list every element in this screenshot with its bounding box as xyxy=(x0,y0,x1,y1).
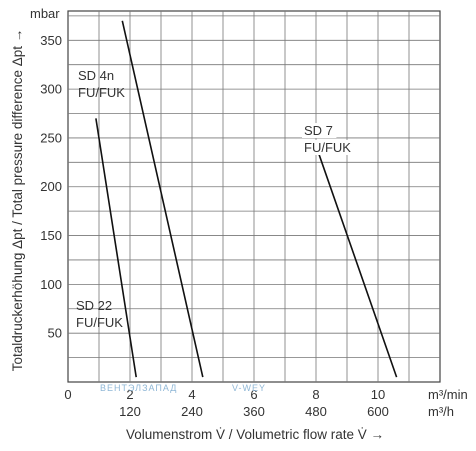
y-tick-label: 100 xyxy=(40,277,62,292)
series-label-2: FU/FUK xyxy=(304,140,351,155)
series-line-1 xyxy=(121,20,204,378)
series-label-1: SD 4n xyxy=(78,68,114,83)
x-unit-primary-label: m³/min xyxy=(428,387,468,402)
curve-label-background xyxy=(302,140,352,155)
curves xyxy=(95,20,398,378)
x-tick-label-primary: 4 xyxy=(188,387,195,402)
series-label-0: SD 22 xyxy=(76,298,112,313)
y-tick-label: 200 xyxy=(40,179,62,194)
curve-labels: SD 22 FU/FUK SD 4n FU/FUK SD 7 FU/FUK xyxy=(76,68,352,330)
x-tick-labels: 0 2 4 6 8 10 120 240 360 480 600 xyxy=(64,387,388,419)
series-label-1: FU/FUK xyxy=(78,85,125,100)
y-unit-label: mbar xyxy=(30,6,60,21)
x-tick-label-primary: 10 xyxy=(371,387,385,402)
series-label-0: FU/FUK xyxy=(76,315,123,330)
x-tick-label-secondary: 360 xyxy=(243,404,265,419)
x-tick-label-primary: 6 xyxy=(250,387,257,402)
x-tick-label-secondary: 600 xyxy=(367,404,389,419)
y-axis-title: Totaldruckerhöhung Δpt / Total pressure … xyxy=(10,29,25,371)
x-axis-title: Volumenstrom V̇ / Volumetric flow rate V… xyxy=(126,427,384,442)
chart-grid xyxy=(67,10,441,383)
x-tick-label-secondary: 480 xyxy=(305,404,327,419)
series-line-0 xyxy=(95,118,137,378)
y-tick-labels: 50 100 150 200 250 300 350 xyxy=(40,33,62,341)
series-label-2: SD 7 xyxy=(304,123,333,138)
watermark-right: V-WEY xyxy=(232,383,266,393)
watermark-left: ВЕНТЭЛЗАПАД xyxy=(100,383,177,393)
x-tick-label-secondary: 240 xyxy=(181,404,203,419)
x-tick-label-secondary: 120 xyxy=(119,404,141,419)
curve-label-background xyxy=(302,123,337,138)
y-tick-label: 300 xyxy=(40,82,62,97)
y-tick-label: 150 xyxy=(40,228,62,243)
y-tick-label: 350 xyxy=(40,33,62,48)
x-tick-label-primary: 2 xyxy=(126,387,133,402)
x-tick-label-primary: 0 xyxy=(64,387,71,402)
y-tick-label: 50 xyxy=(48,326,62,341)
y-tick-label: 250 xyxy=(40,130,62,145)
series-line-2 xyxy=(315,145,398,378)
x-unit-secondary-label: m³/h xyxy=(428,404,454,419)
x-tick-label-primary: 8 xyxy=(312,387,319,402)
